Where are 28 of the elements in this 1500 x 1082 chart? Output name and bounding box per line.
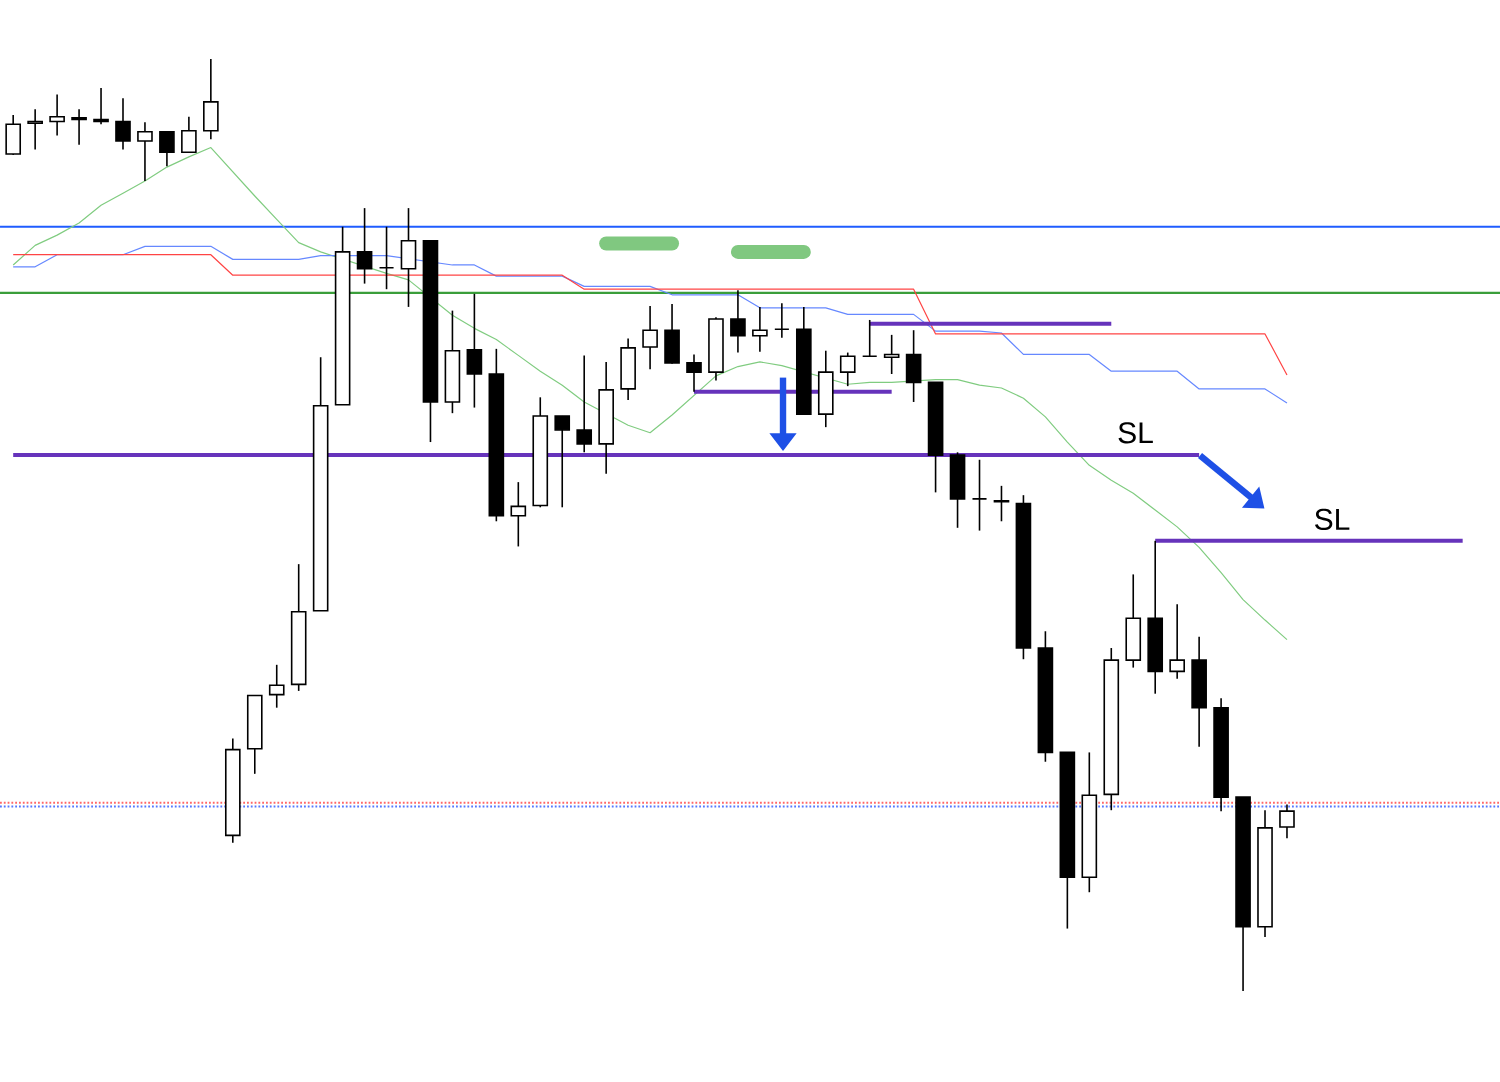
candlestick bbox=[510, 481, 527, 548]
candlestick bbox=[137, 121, 153, 182]
candlestick bbox=[71, 108, 87, 146]
candlestick bbox=[49, 93, 65, 137]
candlestick bbox=[576, 354, 593, 454]
candlestick bbox=[1279, 803, 1295, 839]
candlestick bbox=[115, 97, 131, 151]
candlestick bbox=[27, 108, 43, 151]
candlestick bbox=[378, 225, 395, 290]
candlestick bbox=[642, 305, 658, 371]
candlestick bbox=[883, 334, 900, 375]
candlestick bbox=[159, 130, 175, 167]
candlestick bbox=[993, 485, 1010, 523]
candlestick bbox=[839, 351, 856, 387]
annotation: SL bbox=[1315, 508, 1350, 530]
candlestick bbox=[554, 415, 571, 509]
candlestick bbox=[752, 306, 768, 353]
candlestick bbox=[774, 302, 790, 339]
candlestick bbox=[861, 319, 878, 358]
candlestick bbox=[356, 207, 373, 285]
annotation: SL bbox=[1118, 422, 1153, 444]
candlestick bbox=[268, 664, 285, 709]
candlestick bbox=[181, 115, 197, 153]
candlestick bbox=[1169, 603, 1185, 680]
candlestick bbox=[686, 353, 702, 393]
candlestick bbox=[971, 458, 988, 532]
candlestick bbox=[93, 87, 109, 126]
candlestick bbox=[730, 289, 746, 354]
